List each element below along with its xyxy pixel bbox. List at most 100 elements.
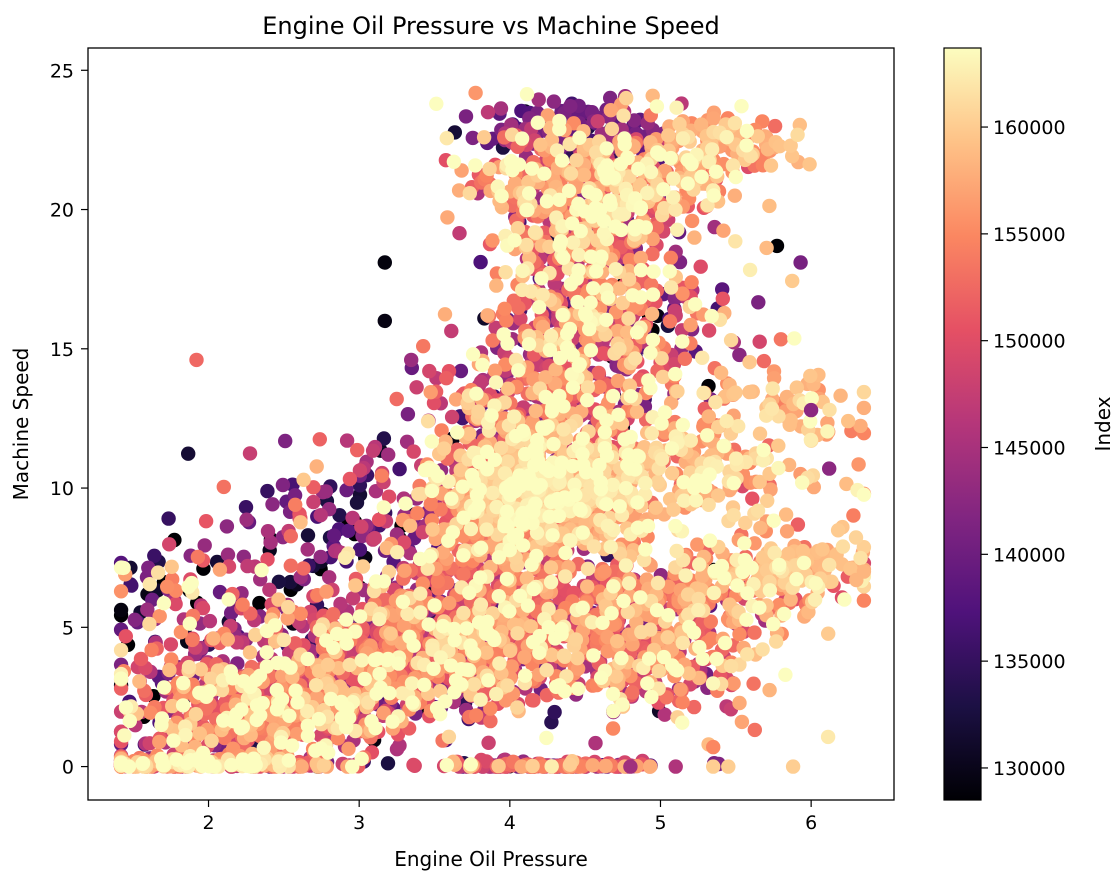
scatter-point [339,433,355,448]
scatter-point [833,388,848,403]
scatter-point [728,385,743,400]
scatter-point [367,531,382,546]
scatter-point [140,602,155,617]
scatter-point [164,559,179,574]
scatter-point [609,669,624,684]
scatter-point [133,651,149,667]
scatter-point [341,523,356,538]
scatter-point [732,627,747,642]
scatter-point [403,518,418,533]
scatter-point [779,524,795,539]
scatter-point [846,508,861,523]
scatter-point [738,515,753,531]
scatter-point [803,368,818,384]
scatter-point [644,306,660,322]
scatter-point [662,314,678,329]
scatter-point [666,502,681,517]
scatter-point [752,426,768,441]
scatter-point [333,596,348,612]
scatter-point [365,443,381,458]
scatter-point [318,484,334,499]
scatter-point [694,117,709,132]
scatter-point [815,542,830,557]
scatter-point [732,695,747,711]
scatter-point [152,734,167,750]
scatter-point [856,400,872,416]
scatter-point [389,391,404,407]
scatter-point [371,512,387,527]
scatter-point [204,733,219,748]
scatter-point [392,461,407,477]
scatter-point [434,423,449,438]
scatter-point [452,226,467,241]
scatter-point [348,578,363,593]
scatter-point [242,446,258,461]
scatter-point [747,536,762,551]
scatter-point [622,272,637,287]
scatter-point [769,634,784,649]
scatter-point [522,250,537,266]
scatter-point [468,708,484,723]
scatter-point [376,705,391,721]
scatter-point [239,512,254,527]
scatter-point [752,474,767,490]
scatter-point [326,528,342,543]
scatter-point [839,476,854,492]
scatter-point [309,459,324,474]
scatter-point [287,636,303,651]
scatter-point [760,493,775,508]
scatter-point [190,549,206,565]
scatter-point [694,569,710,584]
scatter-point [278,433,293,449]
scatter-point [435,545,450,560]
scatter-point [497,301,512,316]
scatter-point [423,385,438,400]
scatter-point [759,240,774,256]
scatter-point [848,530,864,545]
scatter-point [763,158,779,173]
scatter-point [500,678,515,693]
scatter-point [824,574,839,589]
scatter-point [713,365,729,380]
scatter-point [546,94,562,109]
scatter-point [595,346,611,361]
scatter-point [517,649,532,665]
scatter-point [188,707,204,722]
scatter-point [397,563,412,578]
scatter-point [468,85,483,101]
scatter-point [409,380,424,395]
scatter-point [751,295,766,310]
scatter-point [426,395,442,411]
scatter-point [605,721,621,736]
scatter-point [132,674,147,689]
scatter-point [715,291,730,306]
scatter-point [716,223,731,238]
scatter-point [306,480,321,495]
scatter-point [600,644,615,659]
scatter-point [723,333,739,348]
scatter-point [513,311,528,326]
scatter-point [668,759,683,774]
scatter-point [525,758,540,774]
scatter-point [355,559,371,574]
scatter-point [510,626,525,641]
scatter-point [462,186,477,201]
scatter-point [745,491,760,506]
scatter-point [681,666,696,681]
scatter-point [502,643,518,658]
scatter-point [580,579,595,594]
scatter-point [548,362,563,377]
scatter-point [212,562,228,577]
scatter-point [781,546,796,561]
scatter-point [441,729,457,744]
scatter-point [684,213,700,229]
scatter-point [440,210,455,225]
scatter-point [538,370,553,385]
scatter-point [400,407,416,422]
scatter-point [202,613,218,629]
scatter-point [283,529,298,544]
scatter-point [762,198,777,214]
scatter-point [354,519,369,534]
scatter-point [193,662,208,677]
